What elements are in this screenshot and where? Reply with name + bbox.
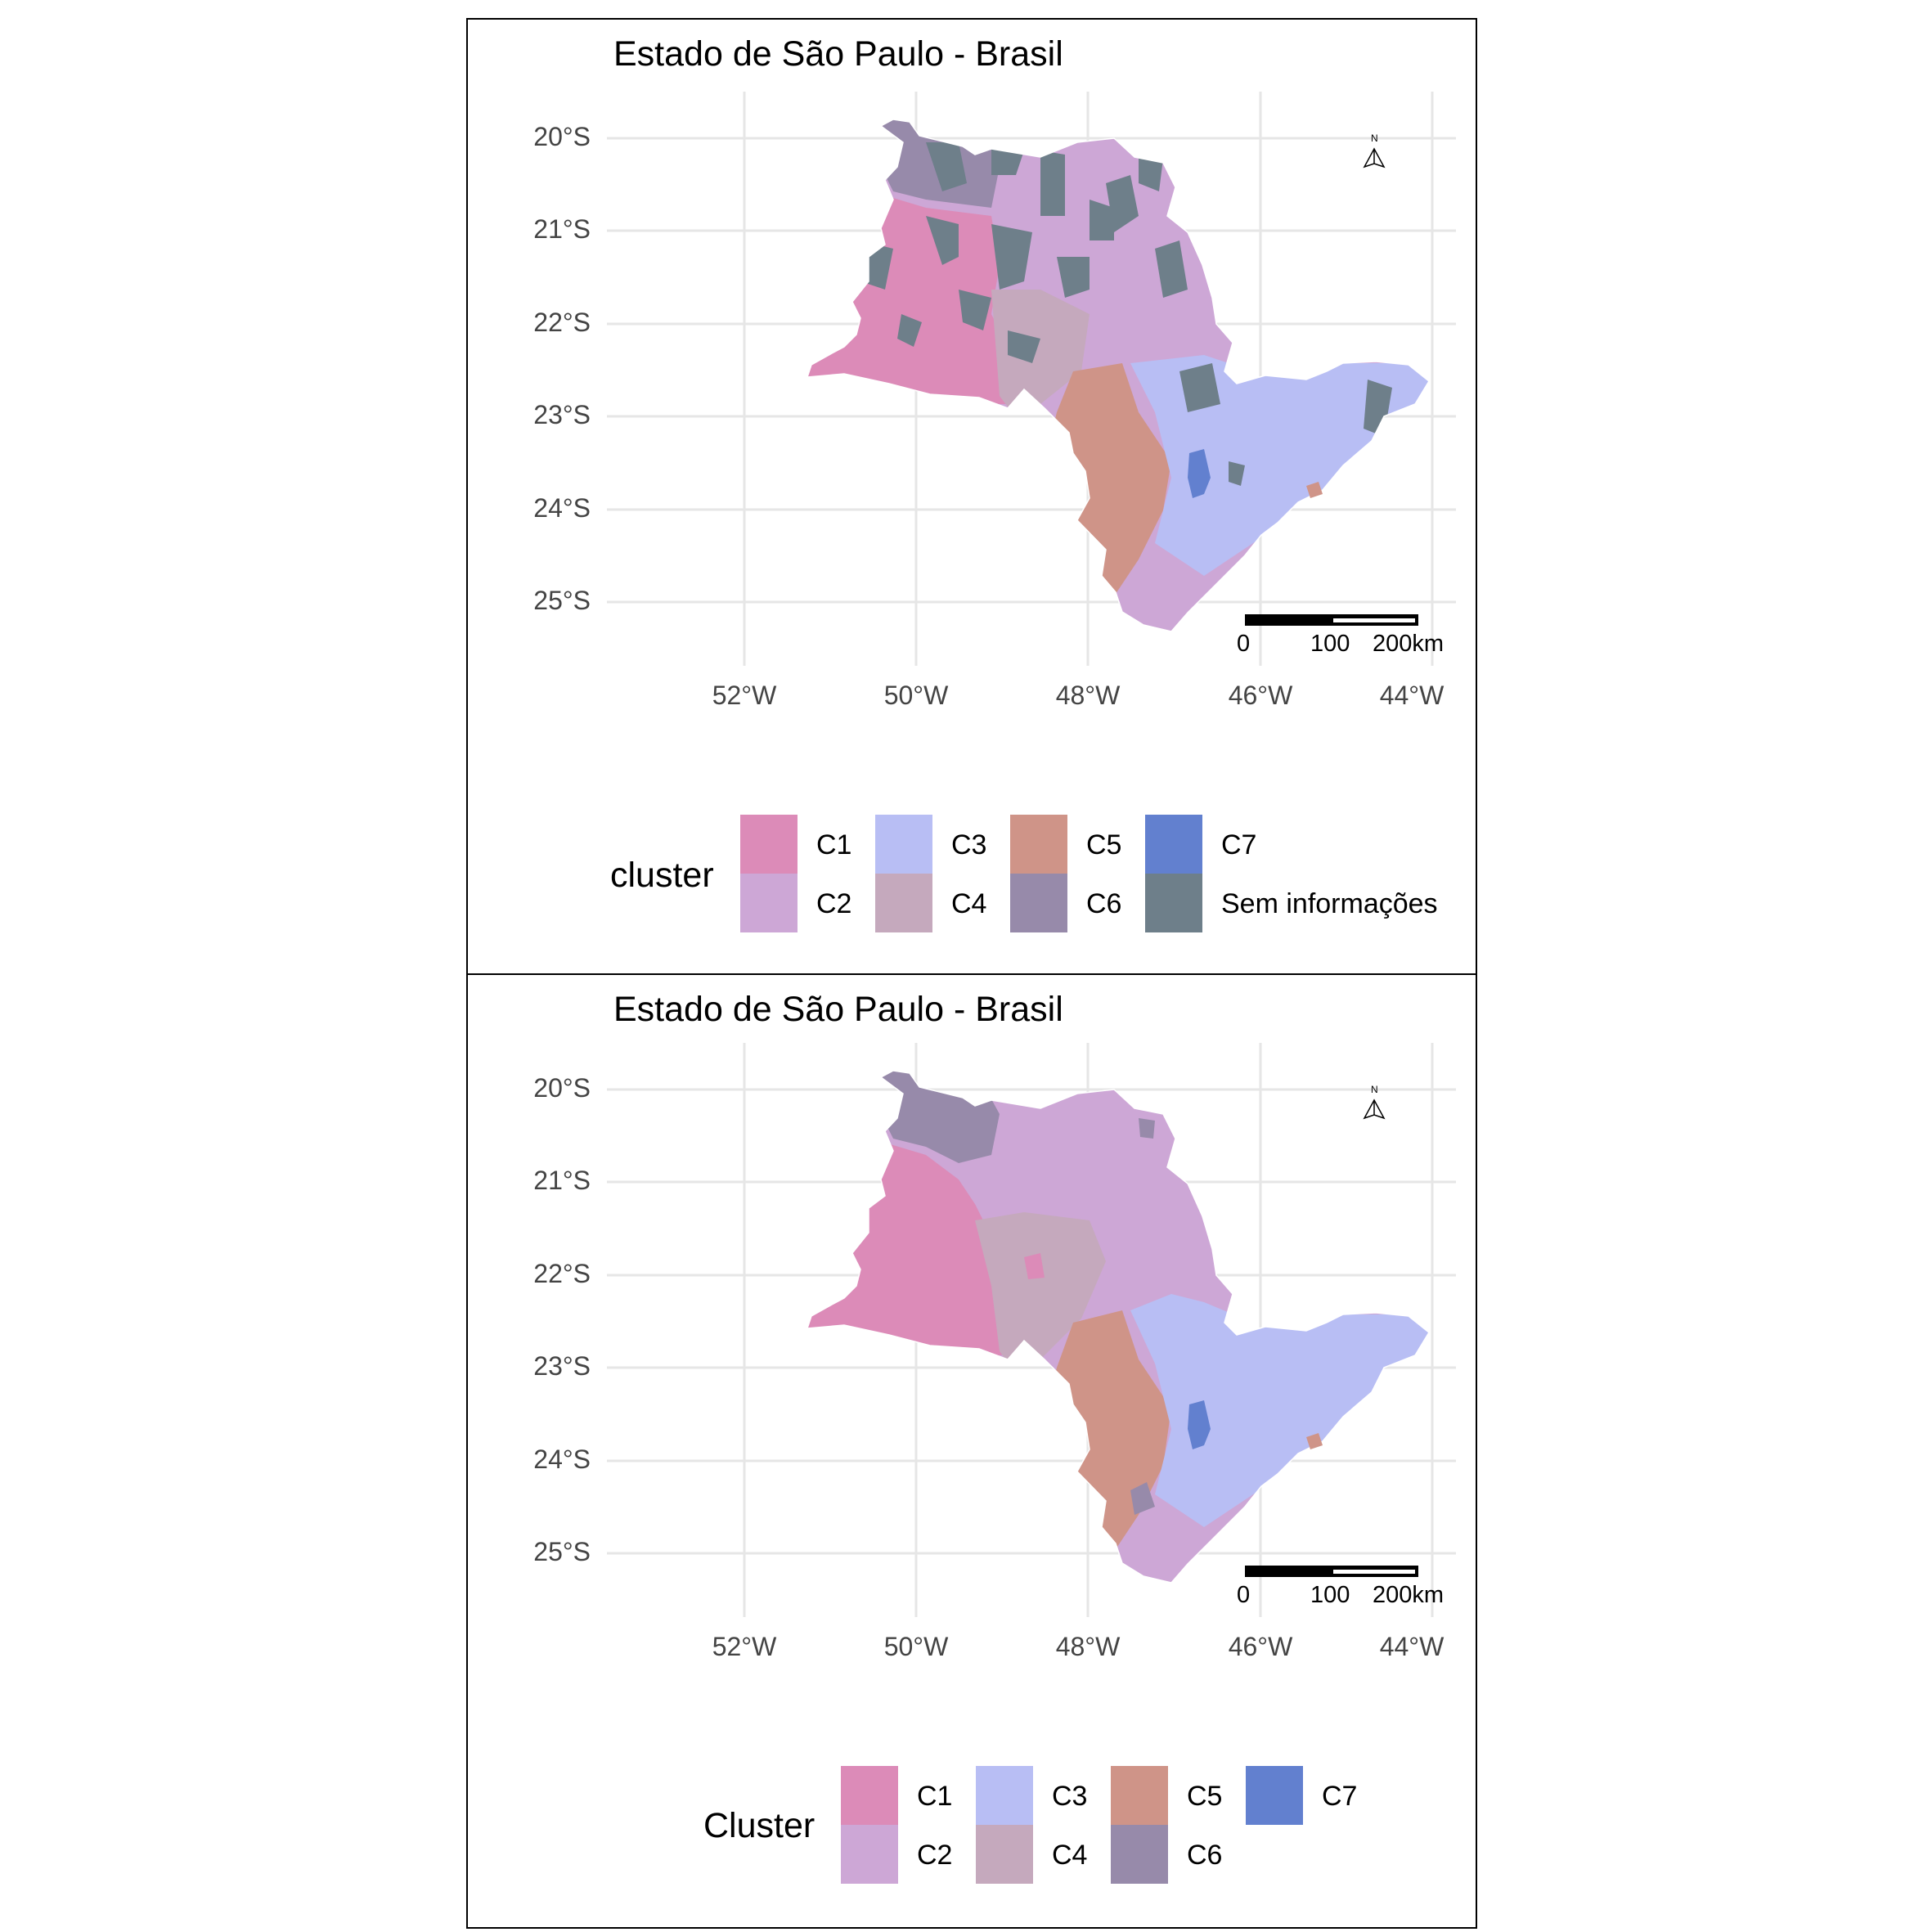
region-c5-island [1358,1290,1372,1305]
region-c1-patch [983,1380,1004,1402]
lon-tick-label: 46°W [1228,1632,1293,1661]
region-c4 [991,290,1090,429]
legend-key-sem-informacoes [1145,874,1202,932]
legend-key-c2 [841,1825,898,1884]
scale-label: 100 [1310,631,1350,657]
legend-label: C1 [816,829,852,860]
municipality-regions [807,119,1429,631]
lat-tick-label: 24°S [533,493,591,523]
map-panel-top: N Estado de São Paulo - Brasil 20°S 21°S… [466,18,1477,975]
lon-tick-label: 50°W [883,681,949,710]
region-c4 [975,1212,1106,1384]
ilhabela-island [1306,482,1323,498]
state-outline [806,1070,1430,1584]
legend-key-c6 [1111,1825,1168,1884]
lon-tick-label: 48°W [1055,681,1121,710]
region-c1 [807,183,1024,404]
legend-label: C7 [1322,1781,1358,1812]
municipality-regions [807,1071,1429,1583]
legend-key-c3 [875,815,932,874]
scale-label: 100 [1310,1582,1350,1608]
legend-key-c5 [1111,1766,1168,1825]
legend-label: C2 [917,1840,953,1871]
region-c5-island [1358,339,1372,353]
map-panel-bottom: N Estado de São Paulo - Brasil 20°S 21°S… [466,973,1477,1929]
legend-key-c7 [1246,1766,1303,1825]
legend-label: C5 [1187,1781,1223,1812]
region-c6-patch [1139,1118,1155,1139]
lat-tick-label: 22°S [533,308,591,337]
legend-title: cluster [610,856,714,895]
legend-key-c3 [976,1766,1033,1825]
lon-tick-label: 52°W [712,1632,777,1661]
map-canvas [607,92,1456,666]
legend-key-c7 [1145,815,1202,874]
lat-tick-label: 21°S [533,214,591,244]
legend-label: C2 [816,888,852,919]
lon-tick-label: 44°W [1379,681,1445,710]
region-c7 [1188,1400,1211,1449]
lat-tick-label: 24°S [533,1445,591,1474]
scale-bar [1245,1566,1418,1577]
region-c7 [1188,449,1211,498]
legend-label: Sem informações [1221,888,1438,919]
lat-tick-label: 25°S [533,1537,591,1566]
legend-label: C3 [951,829,987,860]
legend-label: C1 [917,1781,953,1812]
legend-label: C6 [1086,888,1122,919]
lon-tick-label: 46°W [1228,681,1293,710]
legend-label: C6 [1187,1840,1223,1871]
legend-key-c6 [1010,874,1067,932]
lon-tick-label: 48°W [1055,1632,1121,1661]
lat-tick-label: 22°S [533,1259,591,1288]
region-c3 [1130,1294,1429,1527]
north-label: N [1371,1084,1378,1095]
map-title: Estado de São Paulo - Brasil [613,34,1063,74]
legend-label: C4 [1052,1840,1088,1871]
lat-tick-label: 20°S [533,122,591,151]
legend-label: C5 [1086,829,1122,860]
lat-tick-label: 21°S [533,1166,591,1195]
region-c6-patch [1130,1482,1155,1515]
legend-key-c1 [841,1766,898,1825]
legend-key-c5 [1010,815,1067,874]
scale-label: 200km [1373,631,1445,657]
lat-tick-label: 23°S [533,400,591,429]
north-arrow [1363,147,1386,168]
lat-tick-label: 23°S [533,1351,591,1381]
lat-tick-label: 25°S [533,586,591,615]
legend-key-c4 [976,1825,1033,1884]
lon-tick-label: 50°W [883,1632,949,1661]
state-outline [806,119,1430,632]
scale-label: 200km [1373,1582,1445,1608]
scale-label: 0 [1237,1582,1251,1608]
lon-tick-label: 52°W [712,681,777,710]
legend-label: C7 [1221,829,1257,860]
scale-bar [1245,614,1418,626]
legend-key-c4 [875,874,932,932]
legend-label: C3 [1052,1781,1088,1812]
ilhabela-island [1306,1433,1323,1449]
map-canvas [607,1043,1456,1617]
legend-label: C4 [951,888,987,919]
map-title: Estado de São Paulo - Brasil [613,990,1063,1029]
region-c1-patch [1024,1253,1045,1279]
lat-tick-label: 20°S [533,1073,591,1103]
legend-key-c1 [740,815,798,874]
scale-label: 0 [1237,631,1251,657]
legend-title: Cluster [703,1806,815,1845]
legend-key-c2 [740,874,798,932]
lon-tick-label: 44°W [1379,1632,1445,1661]
region-c3 [1130,355,1429,576]
north-arrow [1363,1099,1386,1120]
region-sem-informacoes [828,142,1392,486]
north-label: N [1371,133,1378,144]
